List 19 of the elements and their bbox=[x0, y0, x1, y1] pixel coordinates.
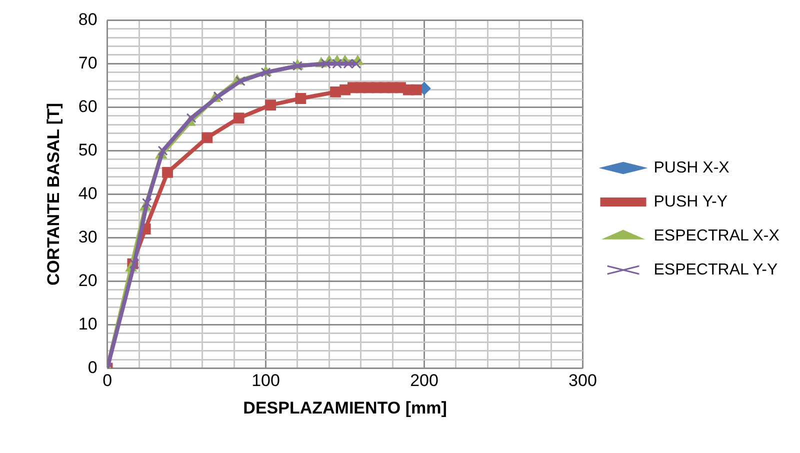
y-tick-label: 60 bbox=[78, 96, 98, 116]
y-tick-label: 0 bbox=[88, 358, 98, 377]
y-tick-label: 20 bbox=[78, 270, 98, 290]
y-tick-label: 40 bbox=[78, 184, 98, 203]
x-tick-label: 100 bbox=[252, 371, 280, 390]
y-tick-label: 30 bbox=[78, 227, 98, 246]
x-tick-label: 200 bbox=[410, 371, 438, 390]
y-axis-title: CORTANTE BASAL [T] bbox=[44, 102, 63, 286]
legend-label: ESPECTRAL Y-Y bbox=[654, 261, 778, 278]
y-tick-label: 70 bbox=[78, 53, 98, 72]
x-tick-label: 0 bbox=[102, 371, 112, 390]
legend-label: PUSH X-X bbox=[654, 159, 730, 176]
x-axis-title: DESPLAZAMIENTO [mm] bbox=[243, 398, 447, 418]
y-tick-label: 10 bbox=[78, 314, 98, 334]
y-tick-label: 80 bbox=[78, 10, 98, 29]
legend-label: PUSH Y-Y bbox=[654, 193, 728, 210]
y-tick-label: 50 bbox=[78, 140, 98, 160]
x-tick-label: 300 bbox=[568, 371, 597, 390]
legend-label: ESPECTRAL X-X bbox=[654, 227, 780, 244]
